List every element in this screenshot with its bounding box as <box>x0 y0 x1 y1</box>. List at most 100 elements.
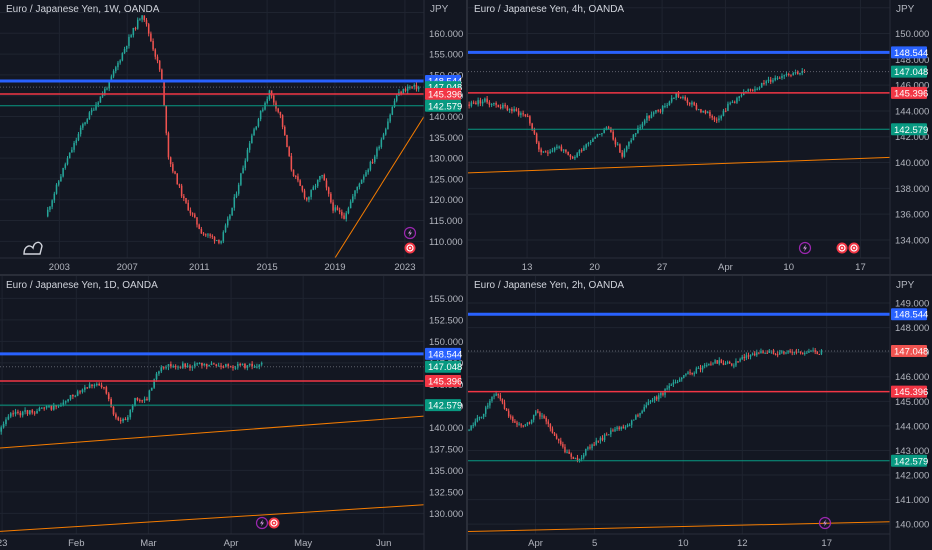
candle-body <box>535 411 537 415</box>
candle-body <box>720 360 723 363</box>
candle-body <box>253 129 255 136</box>
candle-body <box>691 373 693 375</box>
chart-pane-4h[interactable]: 134.000 136.000 138.000 140.000 142.000 144.0… <box>468 0 932 274</box>
candle-body <box>138 399 141 401</box>
candle-body <box>551 428 554 434</box>
candle-body <box>115 67 117 72</box>
candle-body <box>495 103 497 105</box>
candle-body <box>682 96 684 98</box>
candle-body <box>229 366 232 368</box>
candle-body <box>713 117 716 120</box>
candle-body <box>156 56 159 61</box>
candle-body <box>180 185 183 197</box>
candle-body <box>622 426 625 429</box>
candle-body <box>119 420 122 422</box>
candle-body <box>753 353 756 356</box>
candle-body <box>697 109 700 111</box>
candle-body <box>354 190 356 197</box>
candle-body <box>560 146 563 151</box>
candle-body <box>66 158 69 165</box>
price-label-bg <box>425 374 461 387</box>
candle-body <box>88 384 91 389</box>
chart-pane-weekly[interactable]: 110.000 115.000 120.000 125.000 130.000 135.0… <box>0 0 466 274</box>
candle-body <box>108 80 110 89</box>
candle-body <box>801 70 804 73</box>
candle-body <box>603 434 606 440</box>
candle-body <box>325 180 328 188</box>
candle-body <box>806 352 808 354</box>
candle-body <box>703 365 706 367</box>
candle-body <box>578 458 581 461</box>
candle-body <box>652 112 655 115</box>
x-tick-label: 17 <box>855 262 866 273</box>
candle-body <box>766 352 768 354</box>
candle-body <box>535 133 538 143</box>
y-tick-label: 155.000 <box>429 50 463 61</box>
candle-body <box>596 134 599 137</box>
y-tick-label: 136.000 <box>895 210 929 221</box>
candle-body <box>549 424 552 429</box>
candle-body <box>681 377 683 380</box>
candle-body <box>84 122 86 125</box>
candle-body <box>62 167 64 177</box>
candle-body <box>97 102 99 105</box>
candle-body <box>64 401 67 403</box>
candle-body <box>526 422 529 425</box>
price-label-text: 142.579 <box>894 125 928 136</box>
candle-body <box>158 371 160 374</box>
candle-body <box>389 114 391 122</box>
candle-body <box>178 184 181 186</box>
candle-body <box>593 444 595 446</box>
candle-body <box>484 407 487 414</box>
candle-body <box>610 430 612 435</box>
candle-body <box>674 382 677 384</box>
candle-body <box>480 416 483 418</box>
chart-weekly[interactable]: 110.000 115.000 120.000 125.000 130.000 135.0… <box>0 0 466 274</box>
x-tick-label: 2019 <box>324 262 345 273</box>
candle-body <box>650 114 653 119</box>
candle-body <box>670 98 673 102</box>
candle-body <box>547 152 549 154</box>
candle-body <box>700 109 702 113</box>
candle-body <box>77 134 80 141</box>
candle-body <box>695 104 698 110</box>
candle-body <box>706 112 709 114</box>
candle-body <box>229 215 231 219</box>
candle-body <box>382 134 385 140</box>
candle-body <box>481 101 484 104</box>
candle-body <box>493 395 495 397</box>
candle-body <box>226 218 229 226</box>
candle-body <box>220 241 222 243</box>
candle-body <box>314 186 317 188</box>
candle-body <box>655 110 657 113</box>
grid <box>468 276 891 534</box>
trend-line <box>334 116 425 259</box>
candle-body <box>499 395 502 399</box>
chart-pane-daily[interactable]: 130.000 132.500 135.000 137.500 140.000 142.5… <box>0 276 466 550</box>
candle-body <box>618 427 620 430</box>
candle-body <box>495 393 497 396</box>
candle-body <box>387 121 389 130</box>
y-tick-label: 146.000 <box>895 81 929 92</box>
candle-body <box>603 129 605 134</box>
candle-body <box>538 142 540 150</box>
candle-body <box>103 387 105 389</box>
candle-body <box>189 210 192 214</box>
chart-2h[interactable]: 140.000 141.000 142.000 143.000 144.000 145.0… <box>468 276 932 550</box>
candle-body <box>402 88 405 94</box>
candles <box>0 361 263 435</box>
candle-body <box>614 139 617 145</box>
chart-4h[interactable]: 134.000 136.000 138.000 140.000 142.000 144.0… <box>468 0 932 274</box>
candle-body <box>566 451 568 453</box>
x-tick-label: 10 <box>678 538 689 549</box>
candle-body <box>266 98 268 103</box>
candle-body <box>393 100 396 107</box>
chart-daily[interactable]: 130.000 132.500 135.000 137.500 140.000 142.5… <box>0 276 466 550</box>
candle-body <box>334 207 337 211</box>
candle-body <box>76 391 79 396</box>
pane-divider-horizontal[interactable] <box>0 274 932 276</box>
candle-body <box>81 389 84 393</box>
candle-body <box>128 36 130 46</box>
chart-pane-2h[interactable]: 140.000 141.000 142.000 143.000 144.000 145.0… <box>468 276 932 550</box>
candle-body <box>49 206 51 210</box>
